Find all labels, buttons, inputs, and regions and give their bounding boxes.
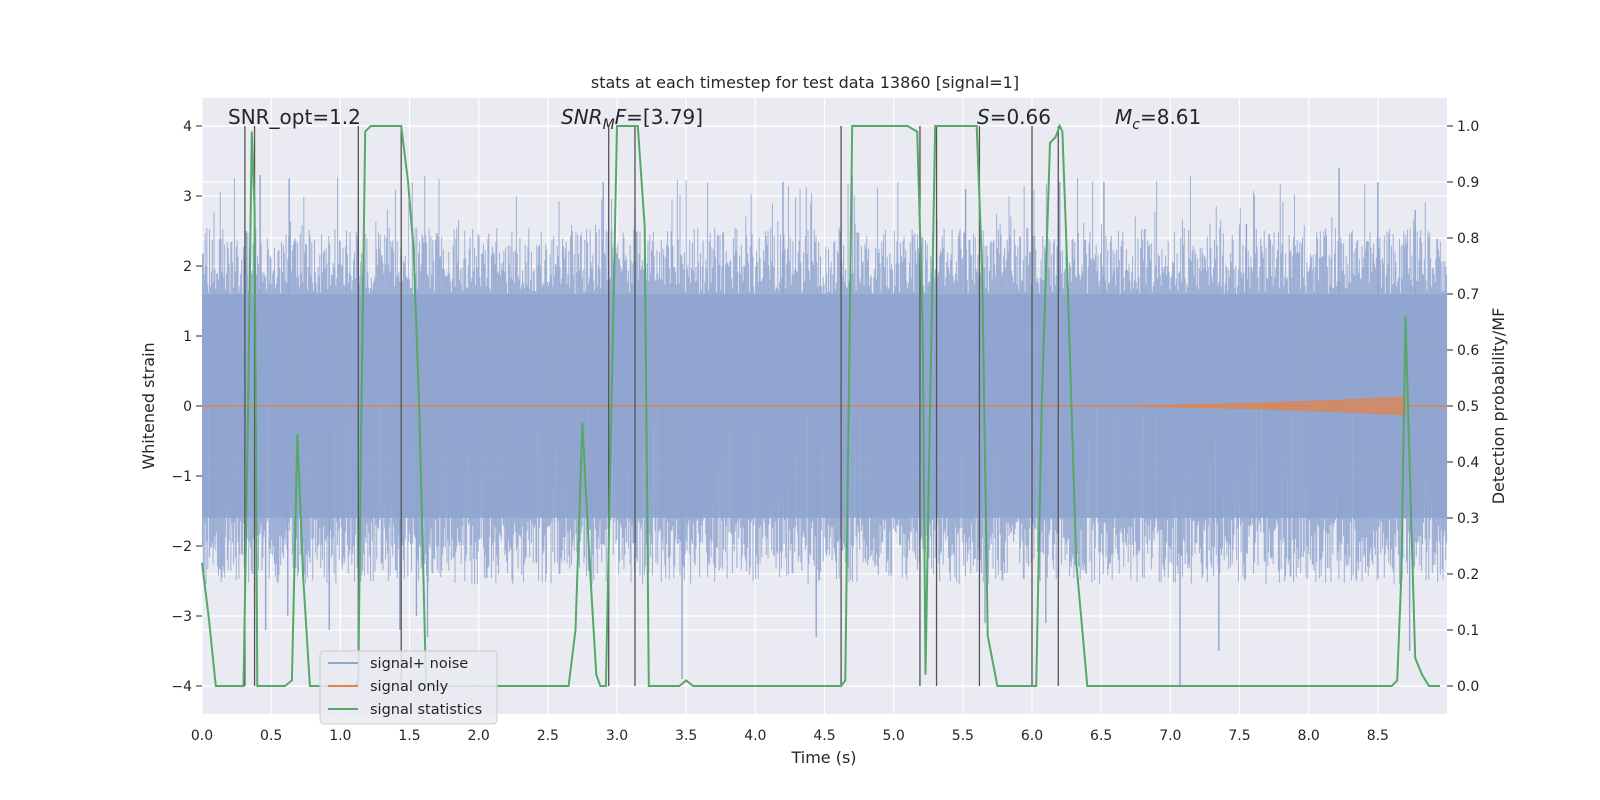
chart-title: stats at each timestep for test data 138… [591, 73, 1019, 92]
x-tick-label: 2.5 [537, 728, 559, 744]
y2-tick-label: 0.2 [1457, 567, 1479, 583]
y-axis-ticks: −4 −3 −2 −1 0 1 2 3 4 [171, 119, 202, 695]
x-tick-label: 4.5 [813, 728, 835, 744]
x-tick-label: 4.0 [744, 728, 766, 744]
legend-label-signal-only: signal only [370, 679, 449, 695]
x-tick-label: 8.5 [1367, 728, 1389, 744]
y2-tick-label: 0.1 [1457, 623, 1479, 639]
x-tick-label: 2.0 [468, 728, 490, 744]
y-axis-label: Whitened strain [139, 342, 158, 469]
y-tick-label: 1 [183, 329, 192, 345]
y2-tick-label: 0.3 [1457, 511, 1479, 527]
y-tick-label: −4 [171, 679, 192, 695]
x-tick-label: 1.5 [398, 728, 420, 744]
legend: signal+ noise signal only signal statist… [319, 650, 498, 725]
x-tick-label: 6.0 [1021, 728, 1043, 744]
legend-label-signal-statistics: signal statistics [370, 702, 482, 718]
series-signal-statistics [201, 123, 1441, 687]
x-tick-label: 8.0 [1298, 728, 1320, 744]
x-tick-label: 5.5 [952, 728, 974, 744]
y-tick-label: −3 [171, 609, 192, 625]
annotation-snr-mf: SNRMF=[3.79] [561, 105, 703, 133]
y-tick-label: 0 [183, 399, 192, 415]
annotations: SNR_opt=1.2 SNRMF=[3.79] S=0.66 Mc=8.61 [228, 105, 1201, 133]
x-tick-label: 5.0 [883, 728, 905, 744]
y2-axis-label: Detection probability/MF [1489, 308, 1508, 505]
legend-label-signal-noise: signal+ noise [370, 656, 468, 672]
y2-tick-label: 1.0 [1457, 119, 1479, 135]
y2-tick-label: 0.4 [1457, 455, 1479, 471]
x-tick-label: 3.0 [606, 728, 628, 744]
annotation-s: S=0.66 [977, 105, 1051, 129]
y-tick-label: 3 [183, 189, 192, 205]
x-tick-label: 6.5 [1090, 728, 1112, 744]
y-tick-label: 2 [183, 259, 192, 275]
x-tick-label: 1.0 [329, 728, 351, 744]
legend-box [319, 650, 498, 725]
x-tick-label: 0.0 [191, 728, 213, 744]
y2-tick-label: 0.6 [1457, 343, 1479, 359]
y2-axis-ticks: 0.0 0.1 0.2 0.3 0.4 0.5 0.6 0.7 0.8 0.9 1.0 [1447, 119, 1479, 695]
y2-tick-label: 0.0 [1457, 679, 1479, 695]
y2-tick-label: 0.5 [1457, 399, 1479, 415]
y2-tick-label: 0.7 [1457, 287, 1479, 303]
y-tick-label: 4 [183, 119, 192, 135]
signal-statistics-line [201, 123, 1441, 687]
x-tick-label: 7.0 [1159, 728, 1181, 744]
annotation-mc: Mc=8.61 [1115, 105, 1201, 133]
x-axis-ticks: 0.0 0.5 1.0 1.5 2.0 2.5 3.0 3.5 4.0 4.5 5.0 5.5 6.0 6… [191, 728, 1389, 744]
signal-only-envelope [1032, 396, 1406, 416]
plot-area [201, 98, 1448, 714]
y-tick-label: −1 [171, 469, 192, 485]
x-tick-label: 7.5 [1228, 728, 1250, 744]
x-tick-label: 0.5 [260, 728, 282, 744]
y-tick-label: −2 [171, 539, 192, 555]
annotation-snr-opt: SNR_opt=1.2 [228, 105, 361, 129]
x-axis-label: Time (s) [790, 748, 856, 767]
y2-tick-label: 0.9 [1457, 175, 1479, 191]
y2-tick-label: 0.8 [1457, 231, 1479, 247]
x-tick-label: 3.5 [675, 728, 697, 744]
series-signal-only [202, 396, 1447, 416]
